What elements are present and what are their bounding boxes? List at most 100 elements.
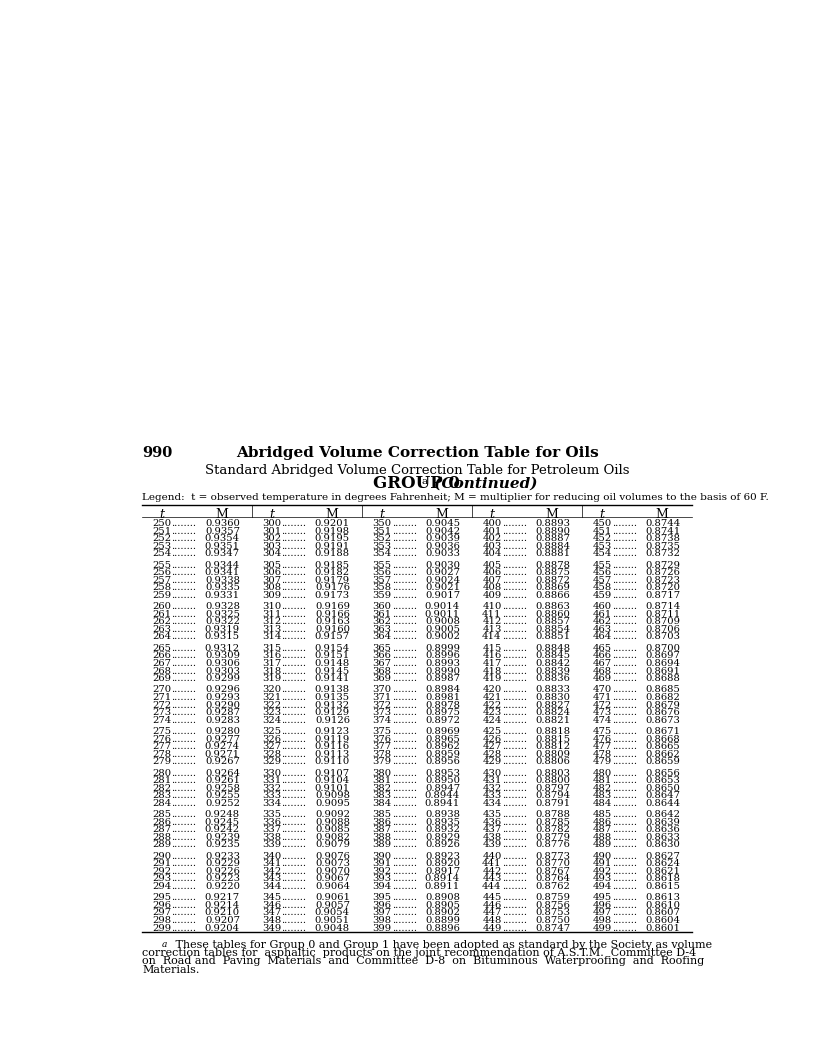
Text: 0.9360: 0.9360	[205, 519, 240, 528]
Text: 0.8984: 0.8984	[425, 686, 460, 694]
Text: ........: ........	[501, 727, 527, 736]
Text: ........: ........	[282, 716, 307, 725]
Text: ........: ........	[501, 534, 527, 543]
Text: 0.9132: 0.9132	[315, 701, 350, 709]
Text: ........: ........	[282, 882, 307, 891]
Text: ........: ........	[392, 882, 417, 891]
Text: 372: 372	[373, 701, 392, 709]
Text: 461: 461	[593, 610, 611, 619]
Text: ........: ........	[501, 757, 527, 766]
Text: 351: 351	[372, 527, 392, 535]
Text: 460: 460	[593, 602, 611, 612]
Text: 0.9169: 0.9169	[315, 602, 350, 612]
Text: 0.9126: 0.9126	[315, 716, 350, 725]
Text: 0.9076: 0.9076	[315, 852, 350, 861]
Text: 290: 290	[152, 852, 172, 861]
Text: ........: ........	[282, 576, 307, 585]
Text: 252: 252	[152, 534, 172, 543]
Text: 285: 285	[152, 810, 172, 819]
Text: ........: ........	[172, 768, 196, 778]
Text: 288: 288	[152, 833, 172, 842]
Text: 327: 327	[262, 742, 282, 752]
Text: 495: 495	[593, 894, 611, 902]
Text: a: a	[161, 939, 167, 949]
Text: 421: 421	[482, 693, 501, 702]
Text: ........: ........	[282, 610, 307, 619]
Text: 0.8999: 0.8999	[425, 643, 460, 653]
Text: 0.8744: 0.8744	[645, 519, 681, 528]
Text: 0.8866: 0.8866	[535, 590, 570, 600]
Text: ........: ........	[172, 867, 196, 876]
Text: ........: ........	[392, 874, 417, 883]
Text: 380: 380	[373, 768, 392, 778]
Text: 292: 292	[152, 867, 172, 876]
Text: 354: 354	[372, 549, 392, 559]
Text: 0.8797: 0.8797	[535, 783, 570, 793]
Text: M: M	[215, 509, 228, 522]
Text: ........: ........	[392, 633, 417, 641]
Text: ........: ........	[501, 693, 527, 702]
Text: 0.9160: 0.9160	[315, 625, 350, 634]
Text: 469: 469	[593, 674, 611, 683]
Text: 451: 451	[593, 527, 611, 535]
Text: 328: 328	[262, 749, 282, 759]
Text: 0.9290: 0.9290	[205, 701, 240, 709]
Text: 262: 262	[152, 617, 172, 626]
Text: 402: 402	[483, 534, 501, 543]
Text: 0.9123: 0.9123	[315, 727, 350, 736]
Text: ........: ........	[611, 625, 637, 634]
Text: 0.8627: 0.8627	[646, 852, 680, 861]
Text: 274: 274	[152, 716, 172, 725]
Text: 0.8750: 0.8750	[535, 916, 570, 925]
Text: ........: ........	[611, 768, 637, 778]
Text: ........: ........	[501, 735, 527, 743]
Text: 415: 415	[482, 643, 501, 653]
Text: ........: ........	[282, 693, 307, 702]
Text: ........: ........	[282, 860, 307, 868]
Text: ........: ........	[392, 568, 417, 578]
Text: 0.8962: 0.8962	[425, 742, 460, 752]
Text: ........: ........	[282, 735, 307, 743]
Text: ........: ........	[172, 901, 196, 909]
Text: ........: ........	[392, 583, 417, 593]
Text: a: a	[422, 477, 428, 487]
Text: ........: ........	[172, 776, 196, 785]
Text: 381: 381	[372, 776, 392, 785]
Text: ........: ........	[501, 742, 527, 752]
Text: ........: ........	[282, 674, 307, 683]
Text: 444: 444	[482, 882, 501, 891]
Text: 435: 435	[483, 810, 501, 819]
Text: 0.9110: 0.9110	[315, 757, 350, 766]
Text: ........: ........	[392, 617, 417, 626]
Text: 0.8857: 0.8857	[535, 617, 570, 626]
Text: 0.9235: 0.9235	[205, 841, 240, 849]
Text: 374: 374	[372, 716, 392, 725]
Text: 309: 309	[262, 590, 282, 600]
Text: ........: ........	[611, 826, 637, 834]
Text: 284: 284	[152, 799, 172, 808]
Text: ........: ........	[392, 549, 417, 559]
Text: 0.9036: 0.9036	[425, 542, 460, 551]
Text: ........: ........	[282, 602, 307, 612]
Text: 0.8917: 0.8917	[425, 867, 460, 876]
Text: ........: ........	[172, 625, 196, 634]
Text: ........: ........	[611, 757, 637, 766]
Text: 0.9245: 0.9245	[205, 817, 240, 827]
Text: 287: 287	[152, 826, 172, 834]
Text: 0.8851: 0.8851	[535, 633, 570, 641]
Text: 0.9021: 0.9021	[425, 583, 460, 593]
Text: 270: 270	[152, 686, 172, 694]
Text: 0.9008: 0.9008	[425, 617, 460, 626]
Text: ........: ........	[501, 708, 527, 717]
Text: 450: 450	[593, 519, 611, 528]
Text: ........: ........	[392, 860, 417, 868]
Text: 464: 464	[593, 633, 611, 641]
Text: ........: ........	[611, 686, 637, 694]
Text: 418: 418	[482, 667, 501, 675]
Text: ........: ........	[611, 908, 637, 918]
Text: 0.9210: 0.9210	[205, 908, 240, 918]
Text: 0.8987: 0.8987	[425, 674, 460, 683]
Text: 0.8969: 0.8969	[425, 727, 460, 736]
Text: 313: 313	[262, 625, 282, 634]
Text: 0.9274: 0.9274	[205, 742, 240, 752]
